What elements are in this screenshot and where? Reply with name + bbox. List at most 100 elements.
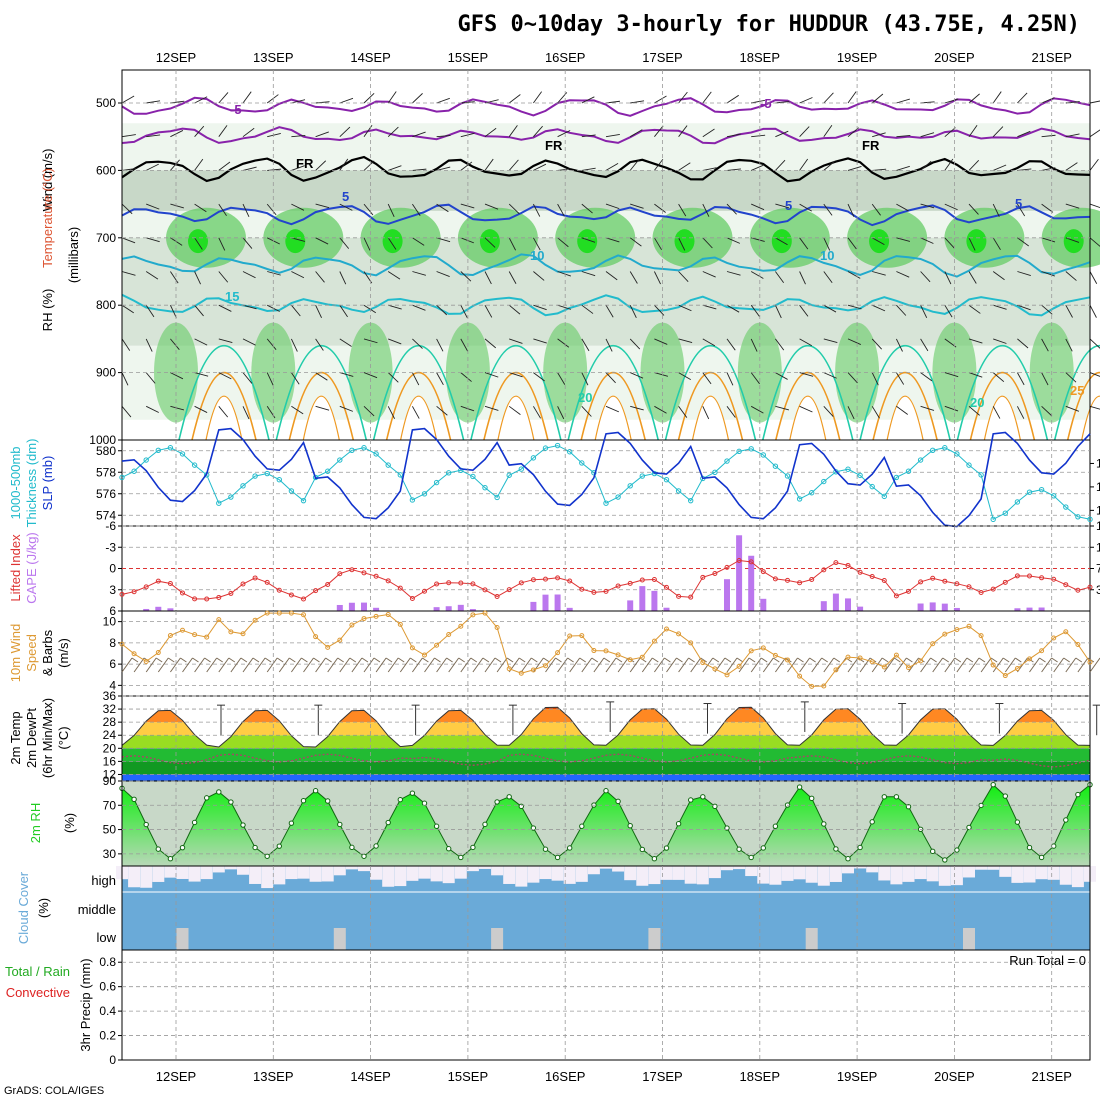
cloud-high-clear xyxy=(660,866,673,880)
y-tick-label: 800 xyxy=(96,298,116,312)
wind-speed-point xyxy=(506,666,512,672)
date-label-top: 14SEP xyxy=(350,50,390,65)
rh-point xyxy=(191,819,198,826)
wind-barb xyxy=(412,131,426,138)
rh-point xyxy=(542,846,549,852)
wind-barb xyxy=(508,94,521,104)
wind-barb xyxy=(388,304,402,310)
lifted-index-point xyxy=(918,579,924,585)
wind-barb xyxy=(291,372,300,385)
wind-barb xyxy=(145,372,156,384)
wind-barb xyxy=(509,372,523,378)
wind-barb-flag xyxy=(797,657,804,663)
lifted-index-point xyxy=(228,590,234,596)
cloud-high-clear xyxy=(479,866,491,869)
wind-barb-flag xyxy=(470,657,478,663)
wind-barb xyxy=(896,165,910,171)
thickness-point xyxy=(579,460,585,466)
wind-speed-point xyxy=(1087,659,1093,665)
wind-barb xyxy=(291,134,306,138)
cloud-high-clear xyxy=(297,866,310,879)
wind-speed-point xyxy=(942,631,948,637)
wind-barb-10m xyxy=(424,657,435,673)
wind-speed-point xyxy=(143,658,149,664)
wind-barb-flag xyxy=(724,657,732,663)
wind-speed-point xyxy=(325,644,331,650)
cape-bar xyxy=(1038,607,1045,611)
wind-speed-point xyxy=(845,654,851,660)
thickness-point xyxy=(143,457,149,463)
wind-barb xyxy=(484,271,492,285)
wind-barb xyxy=(823,237,831,251)
wind-barb xyxy=(847,304,862,310)
rh-axis-label: RH (%) xyxy=(40,289,55,332)
thickness-point xyxy=(675,488,682,494)
cape-bar xyxy=(832,593,839,611)
wind-barb xyxy=(436,338,444,352)
lifted-index-point xyxy=(748,559,754,565)
wind-barb xyxy=(605,338,613,352)
wind-barb xyxy=(170,338,180,350)
wind-speed-point xyxy=(434,642,440,648)
thickness-point xyxy=(736,448,742,455)
wind-speed-point xyxy=(966,623,972,629)
wind-barb xyxy=(315,101,330,104)
temp-contour-20 xyxy=(372,345,465,441)
wind-barb xyxy=(533,406,541,419)
wind-barb xyxy=(363,160,375,171)
thickness-point xyxy=(300,497,307,504)
rh-point xyxy=(300,797,307,804)
wind-barb-flag xyxy=(978,657,986,663)
wind-barb xyxy=(242,203,250,217)
rh-point xyxy=(796,784,803,790)
cape-bar xyxy=(542,594,549,611)
thickness-point xyxy=(869,483,875,490)
wind-speed-point xyxy=(869,659,875,665)
wind-barb xyxy=(194,96,208,104)
thickness-point xyxy=(930,447,936,453)
thickness-point xyxy=(1051,493,1057,499)
wind-speed-point xyxy=(881,664,887,670)
rh-point xyxy=(482,821,488,828)
wind-barb xyxy=(726,94,739,104)
lifted-index-point xyxy=(434,581,440,587)
lifted-index-point xyxy=(700,574,706,580)
temp-contour-20 xyxy=(664,345,757,441)
lifted-index-point xyxy=(385,578,391,584)
cloud-level-label: low xyxy=(96,930,116,945)
wind-barb xyxy=(339,203,353,211)
lifted-index-point xyxy=(518,580,524,586)
y-tick-label: 500 xyxy=(96,96,116,110)
wind-barb-10m xyxy=(351,657,363,673)
thickness-point xyxy=(966,462,972,468)
wind-barb xyxy=(315,203,330,209)
wind-barb-flag xyxy=(664,657,671,663)
wind-speed-point xyxy=(603,648,609,654)
lifted-index-point xyxy=(119,591,125,597)
wind-barb xyxy=(605,237,620,243)
thickness-point xyxy=(748,446,754,452)
wind-barb-flag xyxy=(906,657,913,663)
wind-barb-flag xyxy=(990,657,998,663)
lifted-index-point xyxy=(760,569,766,575)
wind-barb xyxy=(1041,237,1056,243)
cape-bar xyxy=(433,607,440,611)
date-label-top: 12SEP xyxy=(156,50,196,65)
cloud-high-clear xyxy=(950,866,963,886)
rh-point xyxy=(421,800,428,806)
contour-label: 15 xyxy=(225,289,239,304)
y-tick-label: -6 xyxy=(105,519,116,533)
wind-barb xyxy=(557,338,570,348)
wind-barb xyxy=(1017,271,1031,277)
wind-speed-point xyxy=(772,652,778,658)
wind-barb xyxy=(799,158,809,171)
wind-barb-flag xyxy=(531,657,538,663)
wind-barb xyxy=(1065,237,1080,243)
wind-speed-point xyxy=(893,652,899,658)
bottom-date-labels: 12SEP 13SEP 14SEP 15SEP 16SEP 17SEP 18SEP 19SEP… xyxy=(156,1069,1072,1084)
wind-barb-10m xyxy=(871,657,883,673)
wind-barb xyxy=(605,271,618,281)
thickness-point xyxy=(179,451,186,457)
temp-axis-label-2: 2m DewPt xyxy=(24,708,39,768)
wind-barb xyxy=(751,99,766,104)
